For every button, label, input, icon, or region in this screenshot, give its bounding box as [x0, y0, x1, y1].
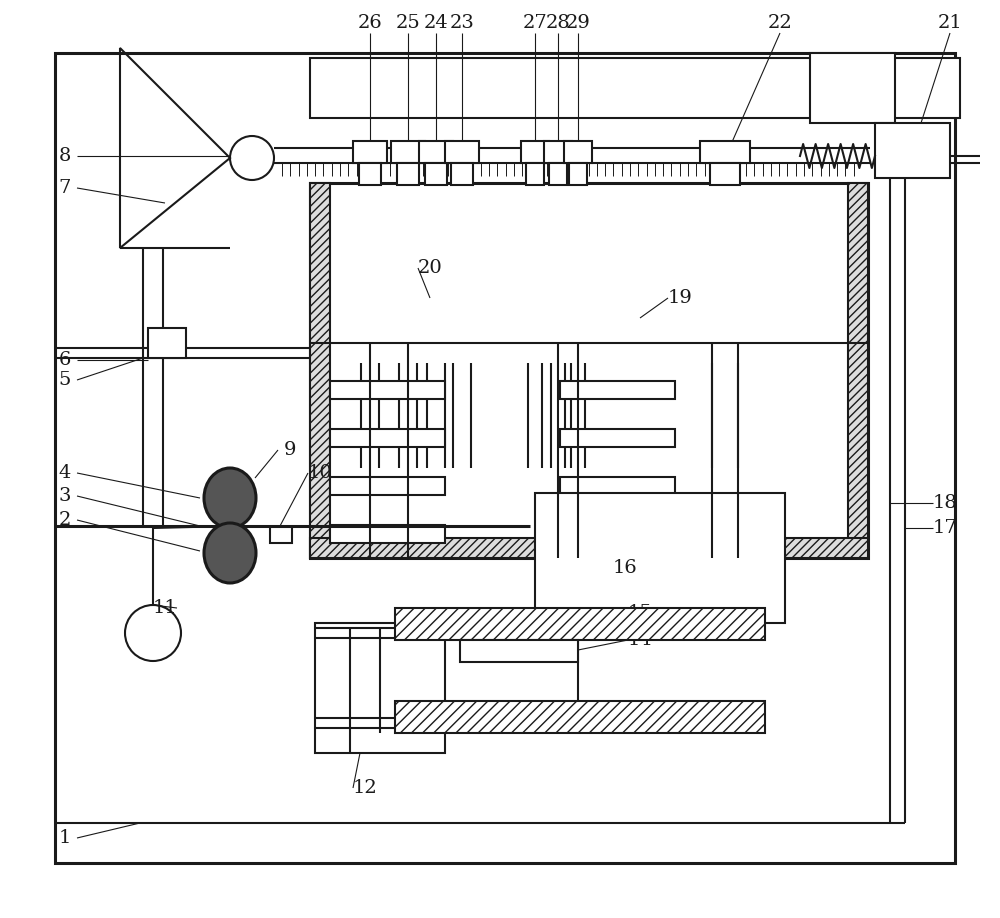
Bar — [549, 163, 567, 185]
Bar — [330, 429, 445, 447]
Bar — [395, 701, 765, 733]
Text: 16: 16 — [613, 559, 637, 577]
Text: 29: 29 — [566, 14, 590, 32]
Bar — [700, 141, 750, 163]
Text: 18: 18 — [933, 494, 957, 512]
Bar — [330, 477, 445, 495]
Text: 5: 5 — [59, 371, 71, 389]
Text: 20: 20 — [418, 259, 442, 277]
Bar — [148, 328, 186, 358]
Bar — [425, 163, 447, 185]
Bar — [353, 141, 387, 163]
Text: 3: 3 — [59, 487, 71, 505]
Bar — [710, 163, 740, 185]
Bar — [310, 183, 868, 558]
Bar — [397, 163, 419, 185]
Text: 17: 17 — [933, 519, 957, 537]
Bar — [315, 623, 445, 753]
Text: 19: 19 — [668, 289, 692, 307]
Text: 9: 9 — [284, 441, 296, 459]
Text: 14: 14 — [628, 631, 652, 649]
Bar — [391, 141, 425, 163]
Ellipse shape — [204, 523, 256, 583]
Text: 10: 10 — [308, 464, 332, 482]
Text: 28: 28 — [546, 14, 570, 32]
Text: 24: 24 — [424, 14, 448, 32]
Bar — [535, 493, 785, 623]
Bar — [451, 163, 473, 185]
Bar — [521, 141, 549, 163]
Text: 25: 25 — [396, 14, 420, 32]
Bar — [560, 477, 675, 495]
Text: 6: 6 — [59, 351, 71, 369]
Bar — [359, 163, 381, 185]
Bar — [848, 183, 868, 558]
Bar — [569, 163, 587, 185]
Text: 21: 21 — [938, 14, 962, 32]
Bar — [419, 141, 453, 163]
Bar — [810, 53, 895, 123]
Bar — [875, 123, 950, 178]
Text: 13: 13 — [628, 709, 652, 727]
Bar — [445, 141, 479, 163]
Text: 12: 12 — [353, 779, 377, 797]
Bar — [310, 183, 330, 558]
Bar — [395, 608, 765, 640]
Bar — [560, 525, 675, 543]
Text: 8: 8 — [59, 147, 71, 165]
Bar — [330, 381, 445, 399]
Bar — [560, 381, 675, 399]
Bar — [270, 527, 292, 543]
Text: 15: 15 — [628, 604, 652, 622]
Text: 2: 2 — [59, 511, 71, 529]
Bar — [330, 525, 445, 543]
Text: 26: 26 — [358, 14, 382, 32]
Bar — [310, 538, 868, 558]
Bar — [560, 429, 675, 447]
Text: 4: 4 — [59, 464, 71, 482]
Bar — [460, 640, 578, 662]
Bar — [310, 58, 960, 118]
Text: 7: 7 — [59, 179, 71, 197]
Bar — [544, 141, 572, 163]
Text: 11: 11 — [153, 599, 177, 617]
Bar — [55, 53, 955, 863]
Text: 22: 22 — [768, 14, 792, 32]
Bar — [564, 141, 592, 163]
Text: 23: 23 — [450, 14, 474, 32]
Text: 27: 27 — [523, 14, 547, 32]
Text: 1: 1 — [59, 829, 71, 847]
Bar — [526, 163, 544, 185]
Ellipse shape — [204, 468, 256, 528]
